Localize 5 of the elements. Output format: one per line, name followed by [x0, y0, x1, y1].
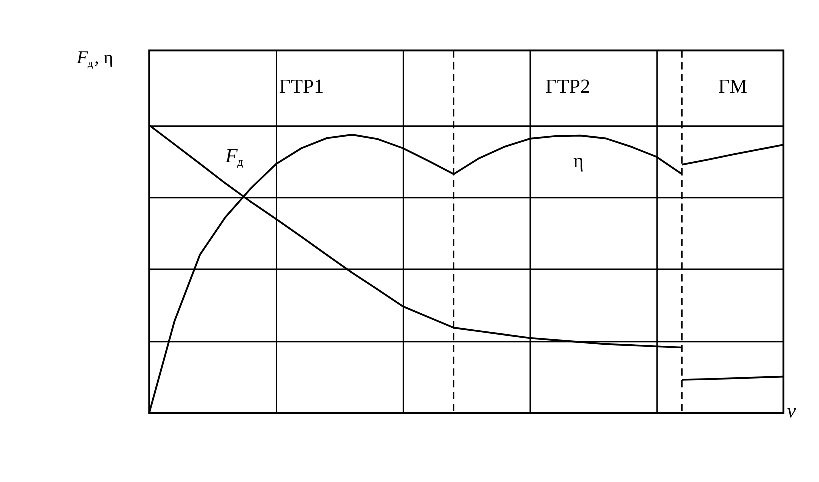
series-label: η: [573, 150, 584, 173]
x-axis-title: v: [787, 400, 796, 423]
text: ГТР1: [279, 76, 324, 98]
text: ГТР2: [546, 76, 590, 98]
text: ГМ: [718, 76, 748, 98]
